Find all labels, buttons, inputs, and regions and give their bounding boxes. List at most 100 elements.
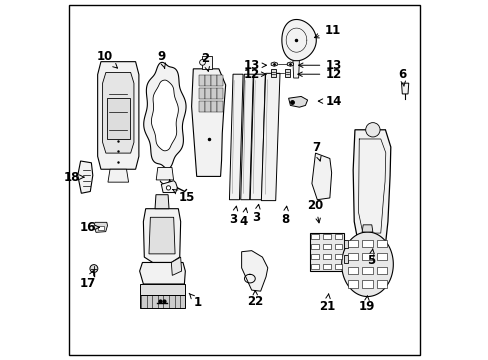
Circle shape (199, 59, 205, 65)
Text: 14: 14 (318, 95, 341, 108)
Circle shape (166, 186, 170, 190)
Bar (311, 264, 318, 269)
Bar (362, 280, 372, 288)
Polygon shape (270, 69, 275, 77)
Bar (362, 239, 372, 247)
Text: 18: 18 (64, 171, 84, 184)
Bar (347, 253, 357, 260)
Polygon shape (285, 69, 289, 77)
Text: 10: 10 (96, 50, 117, 68)
Polygon shape (217, 75, 223, 86)
Bar (376, 239, 386, 247)
Polygon shape (140, 284, 185, 295)
Bar (362, 253, 372, 260)
Bar (323, 244, 330, 249)
Bar (335, 254, 342, 259)
Bar (376, 267, 386, 274)
Polygon shape (288, 96, 307, 107)
Polygon shape (202, 56, 212, 69)
Text: 6: 6 (397, 68, 406, 86)
Polygon shape (241, 251, 267, 291)
Polygon shape (205, 75, 210, 86)
Polygon shape (161, 181, 177, 193)
Text: 15: 15 (172, 189, 194, 204)
Text: 3: 3 (229, 206, 237, 226)
Bar (347, 239, 357, 247)
Polygon shape (143, 62, 185, 168)
Text: 4: 4 (239, 208, 247, 228)
Polygon shape (171, 257, 181, 275)
Bar (323, 234, 330, 239)
Text: 13: 13 (298, 59, 341, 72)
Polygon shape (191, 69, 225, 176)
Text: 19: 19 (358, 296, 374, 313)
Text: 7: 7 (311, 141, 321, 161)
Bar (376, 280, 386, 288)
Circle shape (365, 123, 379, 137)
Polygon shape (287, 62, 293, 66)
Text: 12: 12 (297, 68, 341, 81)
Polygon shape (211, 88, 216, 99)
Text: 21: 21 (318, 294, 334, 313)
Polygon shape (94, 222, 107, 232)
Text: 3: 3 (252, 204, 260, 224)
Polygon shape (309, 233, 344, 271)
Polygon shape (102, 72, 134, 153)
Polygon shape (311, 153, 331, 200)
Polygon shape (240, 74, 253, 200)
Polygon shape (217, 88, 223, 99)
Text: 20: 20 (307, 199, 323, 223)
Polygon shape (151, 80, 178, 151)
Polygon shape (362, 225, 372, 232)
Polygon shape (108, 169, 128, 182)
Bar (335, 244, 342, 249)
Text: 11: 11 (314, 24, 340, 38)
Polygon shape (205, 101, 210, 112)
Polygon shape (281, 19, 316, 61)
Polygon shape (341, 232, 392, 297)
Polygon shape (140, 262, 185, 284)
Polygon shape (205, 88, 210, 99)
Bar (106, 98, 129, 139)
Bar (335, 234, 342, 239)
Polygon shape (401, 83, 408, 94)
Polygon shape (98, 62, 139, 169)
Polygon shape (199, 88, 204, 99)
Bar (347, 280, 357, 288)
Polygon shape (140, 295, 185, 308)
Bar (376, 253, 386, 260)
Polygon shape (250, 74, 265, 200)
Polygon shape (352, 130, 390, 244)
Polygon shape (217, 101, 223, 112)
Bar (323, 254, 330, 259)
Polygon shape (155, 195, 169, 209)
Bar (347, 267, 357, 274)
Text: 5: 5 (366, 249, 374, 267)
Polygon shape (199, 75, 204, 86)
Polygon shape (211, 101, 216, 112)
Text: 1: 1 (189, 293, 202, 309)
Polygon shape (211, 75, 216, 86)
Bar (311, 244, 318, 249)
Polygon shape (292, 61, 299, 78)
Text: 12: 12 (243, 68, 265, 81)
Polygon shape (344, 256, 347, 263)
Bar (311, 254, 318, 259)
Polygon shape (149, 217, 175, 254)
Polygon shape (199, 101, 204, 112)
Polygon shape (261, 73, 280, 201)
Text: 16: 16 (80, 221, 99, 234)
Bar (335, 264, 342, 269)
Polygon shape (344, 240, 347, 248)
Polygon shape (98, 226, 104, 230)
Circle shape (90, 265, 98, 273)
Text: 2: 2 (201, 51, 209, 71)
Polygon shape (229, 74, 243, 200)
Text: 17: 17 (80, 271, 96, 291)
Polygon shape (78, 161, 93, 193)
Polygon shape (143, 209, 180, 262)
Text: 13: 13 (243, 59, 266, 72)
Bar (323, 264, 330, 269)
Bar (362, 267, 372, 274)
Polygon shape (271, 62, 277, 66)
